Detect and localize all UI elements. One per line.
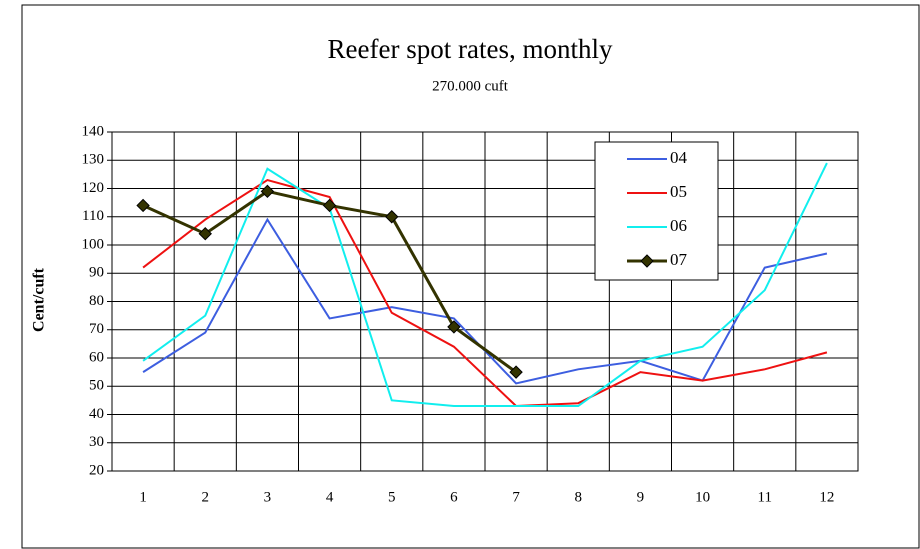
legend-label: 04 xyxy=(670,148,688,167)
x-tick-label: 3 xyxy=(264,489,272,505)
x-tick-label: 1 xyxy=(139,489,147,505)
point-marker xyxy=(198,226,212,241)
legend-box xyxy=(594,141,719,281)
x-tick-label: 2 xyxy=(202,489,210,505)
x-tick-label: 6 xyxy=(450,489,458,505)
y-tick-label: 80 xyxy=(89,293,104,309)
y-tick-label: 120 xyxy=(82,180,105,196)
y-tick-label: 60 xyxy=(89,349,104,365)
point-marker xyxy=(509,365,523,379)
x-tick-label: 9 xyxy=(637,489,645,505)
legend-label: 06 xyxy=(670,216,687,235)
x-tick-label: 10 xyxy=(695,489,710,505)
legend-marker xyxy=(640,254,654,268)
point-marker xyxy=(260,184,275,199)
y-tick-label: 140 xyxy=(82,123,105,139)
y-tick-label: 100 xyxy=(82,236,105,252)
y-tick-label: 20 xyxy=(89,462,104,478)
legend-label: 07 xyxy=(670,250,688,269)
y-tick-label: 70 xyxy=(89,321,104,337)
point-marker xyxy=(447,320,461,334)
y-tick-label: 30 xyxy=(89,434,104,450)
x-tick-label: 8 xyxy=(575,489,583,505)
x-tick-label: 12 xyxy=(819,489,834,505)
chart-subtitle: 270.000 cuft xyxy=(432,78,509,94)
point-marker xyxy=(136,198,150,213)
x-tick-label: 4 xyxy=(326,489,334,505)
y-tick-label: 50 xyxy=(89,378,104,394)
series-line xyxy=(142,162,828,408)
y-tick-label: 110 xyxy=(82,208,104,224)
x-tick-label: 11 xyxy=(758,489,772,505)
y-axis-label: Cent/cuft xyxy=(31,267,48,332)
y-tick-label: 130 xyxy=(82,152,105,168)
y-tick-label: 90 xyxy=(89,265,104,281)
x-tick-label: 5 xyxy=(388,489,396,505)
x-tick-label: 7 xyxy=(512,489,520,505)
chart-title: Reefer spot rates, monthly xyxy=(328,34,613,64)
point-marker xyxy=(322,198,337,213)
legend-label: 05 xyxy=(670,182,687,201)
y-tick-label: 40 xyxy=(89,406,104,422)
point-marker xyxy=(385,210,399,224)
series-line xyxy=(142,178,828,408)
